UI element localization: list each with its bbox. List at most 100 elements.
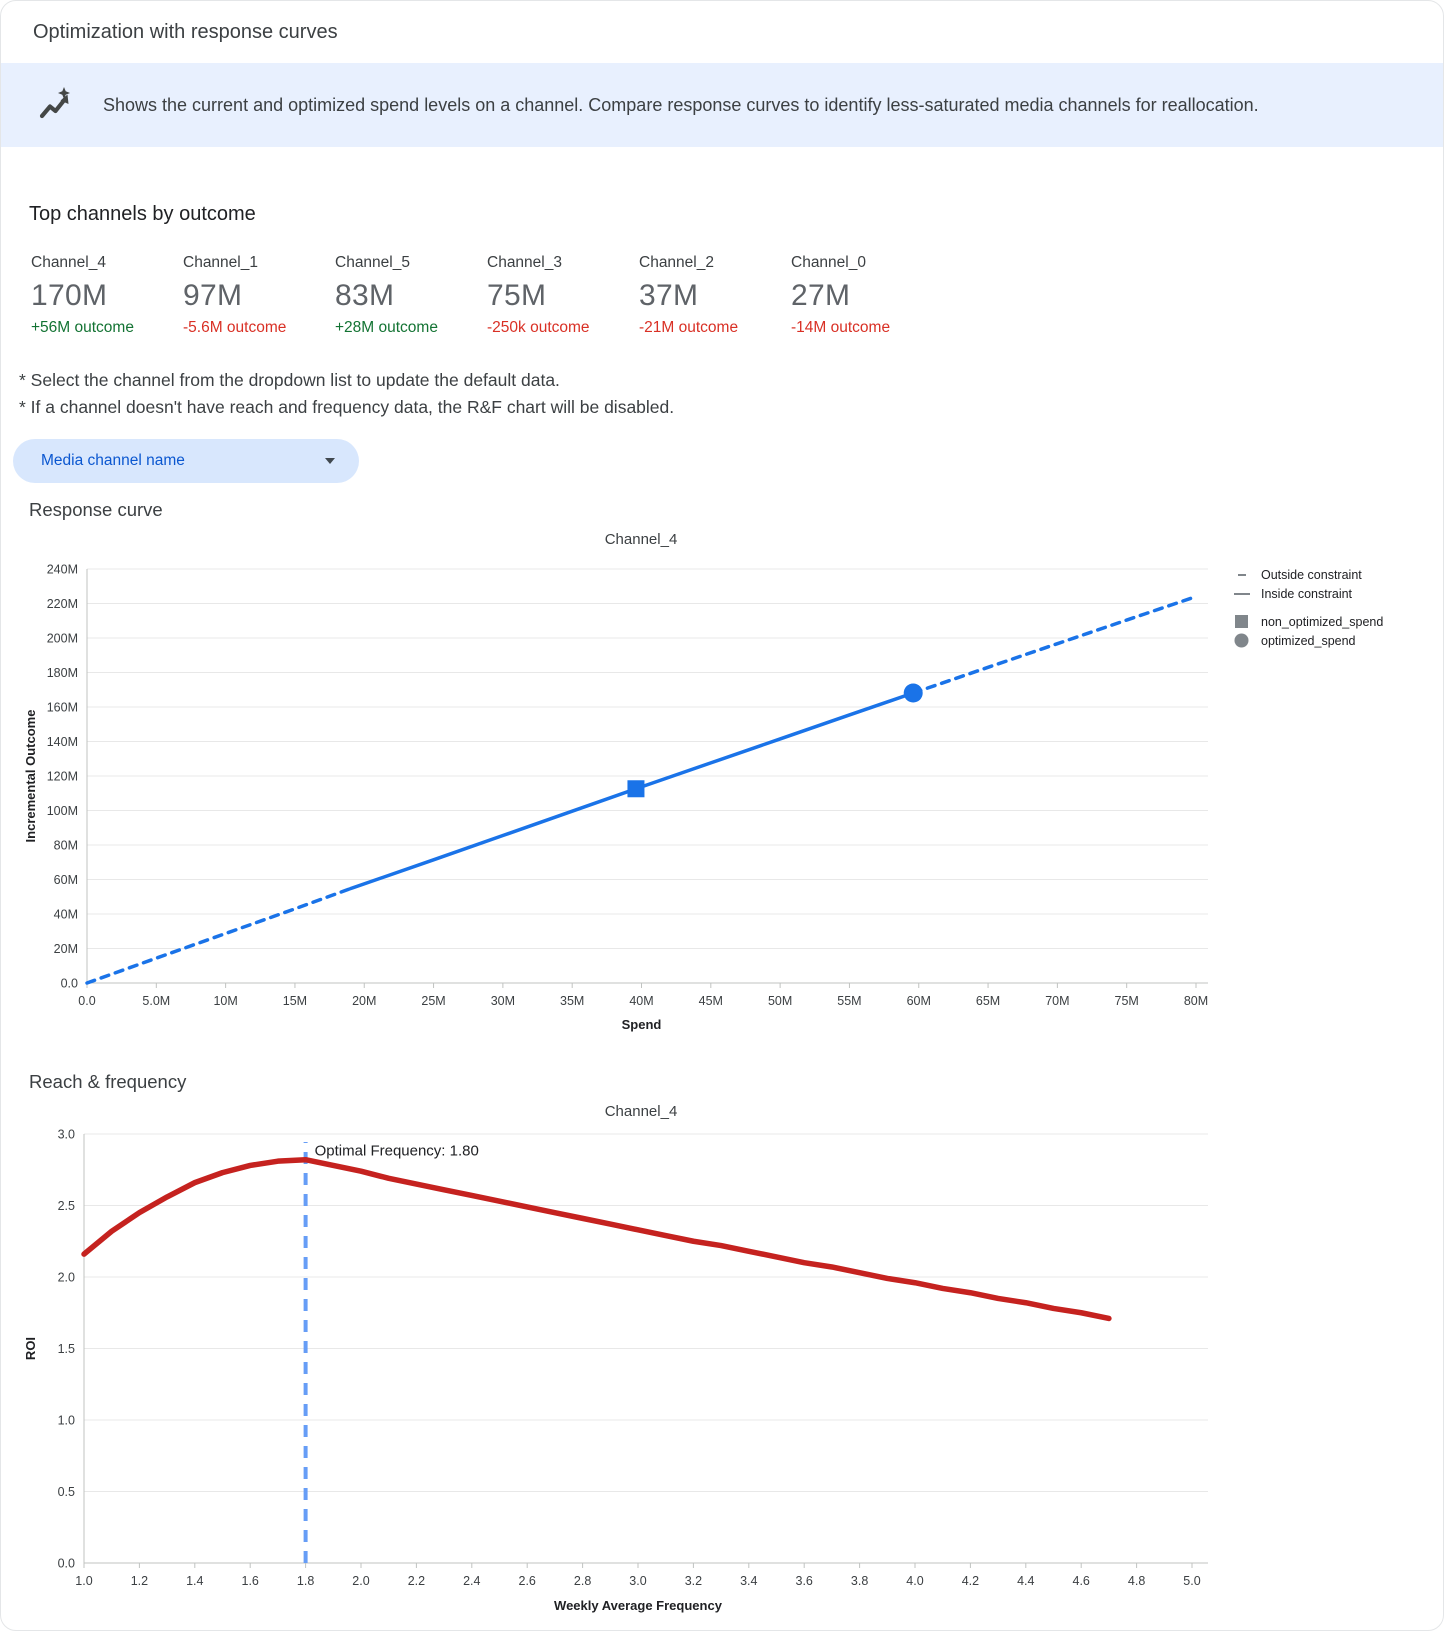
svg-text:45M: 45M — [699, 994, 723, 1008]
svg-text:0.0: 0.0 — [78, 994, 95, 1008]
svg-text:1.0: 1.0 — [58, 1414, 75, 1428]
svg-text:3.2: 3.2 — [685, 1574, 702, 1588]
note-line: * Select the channel from the dropdown l… — [19, 370, 560, 390]
svg-text:140M: 140M — [47, 735, 78, 749]
svg-text:10M: 10M — [213, 994, 237, 1008]
svg-text:Optimal Frequency: 1.80: Optimal Frequency: 1.80 — [315, 1142, 479, 1159]
dropdown-label: Media channel name — [41, 452, 185, 469]
legend-label: optimized_spend — [1261, 633, 1356, 648]
channel-name: Channel_1 — [183, 254, 258, 271]
svg-text:1.5: 1.5 — [58, 1342, 75, 1356]
svg-text:1.8: 1.8 — [297, 1574, 314, 1588]
dash-short-icon — [1233, 572, 1251, 578]
channel-card: Channel_4 170M +56M outcome — [31, 254, 183, 337]
svg-text:1.0: 1.0 — [75, 1574, 92, 1588]
svg-text:220M: 220M — [47, 597, 78, 611]
svg-text:1.6: 1.6 — [242, 1574, 259, 1588]
channel-card: Channel_3 75M -250k outcome — [487, 254, 639, 337]
legend-item: optimized_spend — [1233, 631, 1383, 650]
legend-label: non_optimized_spend — [1261, 614, 1384, 629]
notes: * Select the channel from the dropdown l… — [19, 367, 1443, 421]
svg-text:3.6: 3.6 — [796, 1574, 813, 1588]
chart-title: Channel_4 — [604, 1103, 678, 1120]
response-curve-plot: 0.0 20M 40M 60M 80M 100M 120M 140M 160M 180M 200M 2… — [23, 563, 1208, 1033]
svg-text:1.2: 1.2 — [131, 1574, 148, 1588]
channel-name: Channel_2 — [639, 254, 714, 271]
svg-text:160M: 160M — [47, 701, 78, 715]
svg-text:35M: 35M — [560, 994, 584, 1008]
svg-text:200M: 200M — [47, 632, 78, 646]
svg-text:2.6: 2.6 — [519, 1574, 536, 1588]
svg-text:Incremental Outcome: Incremental Outcome — [23, 710, 38, 843]
response-curve-chart: Channel_4 0.0 20M 40M 60M 80M 100M 120M 140M 160… — [1, 531, 1443, 1041]
reach-frequency-chart: Channel_4 0.0 0.5 1.0 1.5 2.0 2.5 3.0 1.0 1.2 1.4… — [1, 1103, 1443, 1630]
svg-text:0.5: 0.5 — [58, 1485, 75, 1499]
svg-text:65M: 65M — [976, 994, 1000, 1008]
svg-text:5.0: 5.0 — [1183, 1574, 1200, 1588]
channel-outcome-value: 170M — [31, 279, 108, 312]
svg-text:Spend: Spend — [622, 1017, 662, 1032]
svg-text:1.4: 1.4 — [186, 1574, 203, 1588]
svg-text:4.0: 4.0 — [906, 1574, 923, 1588]
svg-text:60M: 60M — [907, 994, 931, 1008]
channel-outcome-value: 83M — [335, 279, 395, 312]
svg-text:25M: 25M — [421, 994, 445, 1008]
svg-text:2.0: 2.0 — [58, 1271, 75, 1285]
top-channels-heading: Top channels by outcome — [29, 203, 256, 225]
reach-frequency-plot: 0.0 0.5 1.0 1.5 2.0 2.5 3.0 1.0 1.2 1.4 1.6 1.8 2.0 2… — [23, 1128, 1208, 1613]
svg-text:2.5: 2.5 — [58, 1199, 75, 1213]
svg-text:4.8: 4.8 — [1128, 1574, 1145, 1588]
svg-text:70M: 70M — [1045, 994, 1069, 1008]
info-banner: Shows the current and optimized spend le… — [1, 63, 1443, 147]
svg-text:80M: 80M — [1184, 994, 1208, 1008]
insights-icon — [37, 86, 75, 124]
chart-legend: Outside constraint Inside constraint non_o… — [1233, 565, 1383, 650]
svg-text:4.4: 4.4 — [1017, 1574, 1034, 1588]
svg-text:0.0: 0.0 — [61, 977, 78, 991]
response-curve-heading: Response curve — [29, 499, 163, 520]
channel-name: Channel_4 — [31, 254, 106, 271]
svg-text:4.6: 4.6 — [1073, 1574, 1090, 1588]
svg-text:100M: 100M — [47, 804, 78, 818]
svg-text:20M: 20M — [54, 942, 78, 956]
svg-text:80M: 80M — [54, 839, 78, 853]
channel-outcome-value: 75M — [487, 279, 547, 312]
svg-text:0.0: 0.0 — [58, 1557, 75, 1571]
channel-outcome-delta: -21M outcome — [639, 319, 739, 336]
square-icon — [1233, 614, 1251, 629]
svg-text:120M: 120M — [47, 770, 78, 784]
svg-text:2.8: 2.8 — [574, 1574, 591, 1588]
media-channel-dropdown[interactable]: Media channel name — [13, 439, 359, 483]
svg-text:240M: 240M — [47, 563, 78, 577]
svg-text:75M: 75M — [1115, 994, 1139, 1008]
svg-text:15M: 15M — [283, 994, 307, 1008]
chart-title: Channel_4 — [604, 531, 678, 548]
caret-down-icon — [325, 458, 335, 464]
legend-item: non_optimized_spend — [1233, 612, 1383, 631]
svg-text:40M: 40M — [54, 908, 78, 922]
svg-text:55M: 55M — [837, 994, 861, 1008]
circle-icon — [1233, 633, 1251, 648]
channel-outcome-value: 27M — [791, 279, 851, 312]
svg-text:180M: 180M — [47, 666, 78, 680]
dash-long-icon — [1233, 591, 1251, 597]
svg-text:5.0M: 5.0M — [142, 994, 170, 1008]
channel-card: Channel_2 37M -21M outcome — [639, 254, 791, 337]
svg-text:20M: 20M — [352, 994, 376, 1008]
channel-card: Channel_5 83M +28M outcome — [335, 254, 487, 337]
top-channels-row: Channel_4 170M +56M outcome Channel_1 97M -5.… — [31, 254, 1443, 337]
channel-outcome-delta: +28M outcome — [335, 319, 438, 336]
svg-text:2.2: 2.2 — [408, 1574, 425, 1588]
svg-text:4.2: 4.2 — [962, 1574, 979, 1588]
note-line: * If a channel doesn't have reach and fr… — [19, 397, 675, 417]
page-title: Optimization with response curves — [33, 20, 338, 43]
reach-frequency-heading: Reach & frequency — [29, 1071, 187, 1092]
channel-name: Channel_0 — [791, 254, 866, 271]
svg-text:3.0: 3.0 — [58, 1128, 75, 1142]
svg-text:3.4: 3.4 — [740, 1574, 757, 1588]
channel-outcome-delta: -250k outcome — [487, 319, 590, 336]
banner-text: Shows the current and optimized spend le… — [103, 94, 1259, 115]
svg-text:Weekly Average Frequency: Weekly Average Frequency — [554, 1598, 723, 1613]
channel-outcome-delta: -5.6M outcome — [183, 319, 287, 336]
